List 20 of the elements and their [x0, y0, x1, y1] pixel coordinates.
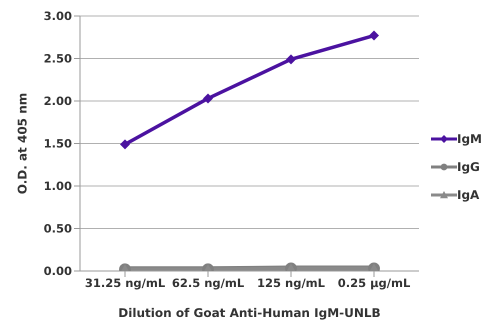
y-axis-title: O.D. at 405 nm	[15, 92, 30, 194]
x-tick-label: 125 ng/mL	[257, 276, 326, 290]
y-tick-label: 2.50	[44, 52, 72, 66]
legend-label: IgG	[457, 160, 480, 174]
point	[286, 54, 296, 64]
legend-label: IgA	[457, 188, 480, 202]
x-tick-label: 62.5 ng/mL	[172, 276, 245, 290]
y-tick-label: 2.00	[44, 94, 72, 108]
x-tick-label: 31.25 ng/mL	[84, 276, 166, 290]
y-tick-label: 3.00	[44, 9, 72, 24]
legend-label: IgM	[457, 132, 482, 146]
y-tick-label: 0.50	[44, 222, 72, 236]
point	[369, 30, 379, 41]
x-axis-title: Dilution of Goat Anti-Human IgM-UNLB	[118, 306, 381, 320]
y-tick-label: 0.00	[44, 264, 72, 278]
y-tick-label: 1.00	[44, 179, 72, 194]
point	[120, 139, 130, 150]
x-tick-label: 0.25 µg/mL	[338, 276, 411, 290]
y-tick-label: 1.50	[44, 136, 72, 151]
point	[203, 93, 213, 104]
